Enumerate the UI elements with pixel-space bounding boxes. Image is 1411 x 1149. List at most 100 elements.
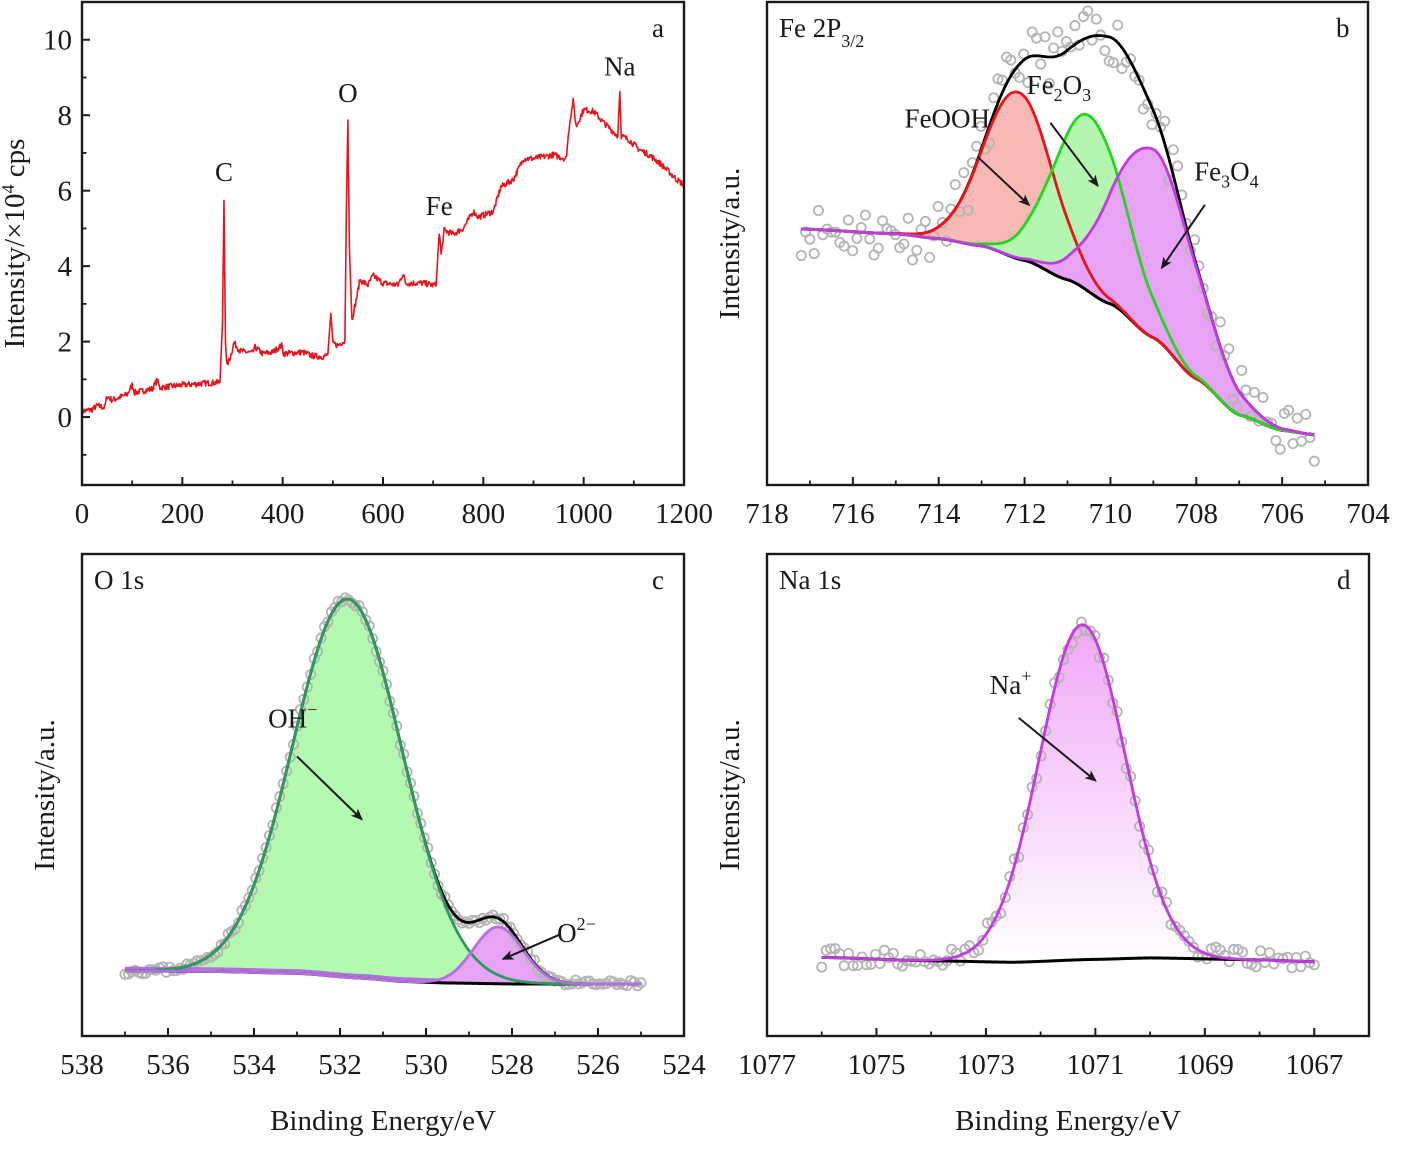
panel-c-plot-area: [119, 592, 647, 992]
panel-b-letter: b: [1336, 13, 1350, 43]
panel-d-axes: 1077 1075 1073 1071 1069 1067: [738, 1028, 1343, 1081]
panel-b-plot-area: [795, 5, 1320, 467]
data-point: [1248, 386, 1260, 398]
data-point: [919, 215, 931, 227]
component-label-sub2: 3: [1082, 85, 1091, 105]
data-point: [1231, 401, 1243, 413]
data-point: [1075, 616, 1087, 628]
data-point: [1043, 78, 1055, 90]
y-tick-label: 2: [58, 327, 73, 359]
panel-b-title-sub: 3/2: [841, 31, 864, 51]
peak-label-c: C: [215, 157, 233, 187]
x-tick-label: 800: [462, 498, 506, 530]
panel-c-axes: 538 536 534 532 530 528 526 524: [60, 1028, 706, 1081]
annotation-arrow-0: [976, 155, 1031, 207]
component-label-1: Fe2O3: [1027, 70, 1092, 105]
x-tick-label: 708: [1175, 498, 1219, 530]
data-point: [1069, 20, 1081, 32]
peak-label-o: O: [338, 78, 358, 108]
data-point: [906, 254, 918, 266]
data-point: [847, 960, 859, 972]
data-point: [859, 209, 871, 221]
x-tick-label: 538: [60, 1049, 104, 1081]
data-point: [958, 167, 970, 179]
data-point: [1167, 144, 1179, 156]
x-tick-label: 528: [490, 1049, 534, 1081]
data-point: [838, 240, 850, 252]
data-point: [825, 943, 837, 955]
data-point: [353, 599, 365, 611]
data-point: [1159, 115, 1171, 127]
panel-d-na1s: 1077 1075 1073 1071 1069 1067 d Na 1s Intensi…: [714, 552, 1371, 1137]
panel-b-axes: 718 716 714 712 710 708 706 704: [745, 477, 1390, 530]
data-point: [1090, 13, 1102, 25]
panel-d-letter: d: [1337, 565, 1351, 595]
component-line-0: [821, 623, 1315, 964]
data-point: [804, 233, 816, 245]
panel-c-y-axis-title: Intensity/a.u.: [29, 719, 61, 870]
data-point: [202, 951, 214, 963]
x-tick-label: 532: [318, 1049, 362, 1081]
panel-b-fe2p: 718 716 714 712 710 708 706 704 b Fe 2P3/2 Inte…: [714, 0, 1390, 530]
data-point: [1237, 946, 1249, 958]
data-point: [1291, 412, 1303, 424]
data-point: [808, 248, 820, 260]
x-tick-label: 1200: [655, 498, 713, 530]
data-point: [847, 245, 859, 257]
data-point: [936, 217, 948, 229]
component-label-main: FeOOH: [905, 104, 991, 134]
x-tick-label: 0: [75, 498, 90, 530]
component-label-sup: −: [307, 700, 317, 720]
component-line-2: [801, 146, 1315, 437]
y-tick-label: 4: [58, 251, 73, 283]
survey-spectrum-line: [81, 90, 685, 415]
data-point: [1286, 962, 1298, 974]
panel-c-x-axis-title: Binding Energy/eV: [270, 1105, 496, 1137]
data-point: [949, 179, 961, 191]
component-label-0: FeOOH: [905, 104, 991, 134]
data-point: [1082, 5, 1094, 17]
x-tick-label: 200: [161, 498, 205, 530]
panel-c-title: O 1s: [94, 565, 144, 595]
data-point: [1214, 316, 1226, 328]
component-label-sub2: 4: [1250, 172, 1259, 192]
panel-d-frame: [765, 552, 1371, 1038]
panel-a-plot-area: [81, 90, 685, 415]
data-point: [932, 200, 944, 212]
data-point: [988, 92, 1000, 104]
data-point: [1270, 434, 1282, 446]
component-label-sup: +: [1021, 666, 1031, 686]
component-label-sub: 3: [1221, 172, 1230, 192]
data-point: [795, 250, 807, 262]
data-point: [1099, 45, 1111, 57]
x-tick-label: 706: [1260, 498, 1304, 530]
panel-a-y-axis-title: Intensity/×104 cps: [0, 139, 31, 349]
x-tick-label: 1071: [1066, 1049, 1124, 1081]
data-point: [911, 244, 923, 256]
component-label-main: OH: [268, 704, 307, 734]
data-point: [962, 204, 974, 216]
panel-d-y-axis-title: Intensity/a.u.: [714, 719, 746, 870]
data-point: [463, 917, 475, 929]
y-tick-label: 0: [58, 402, 73, 434]
x-tick-label: 526: [576, 1049, 620, 1081]
panel-a-survey: 0 200 400 600 800 1000 1200 0 2 4 6 8 10 a Intensity…: [0, 0, 713, 530]
panel-b-y-axis-title: Intensity/a.u.: [714, 168, 746, 319]
data-point: [816, 961, 828, 973]
component-label-sup: 2−: [577, 914, 596, 934]
x-tick-label: 534: [232, 1049, 276, 1081]
y-tick-label: 10: [43, 25, 72, 57]
data-point: [322, 616, 334, 628]
panel-b-title: Fe 2P3/2: [779, 13, 864, 51]
data-point: [515, 939, 527, 951]
component-label-sub: 2: [1054, 85, 1063, 105]
peak-label-fe: Fe: [426, 191, 453, 221]
data-point: [360, 614, 372, 626]
x-tick-label: 1067: [1285, 1049, 1343, 1081]
y-tick-label: 6: [58, 176, 73, 208]
data-point: [864, 233, 876, 245]
data-point: [1172, 160, 1184, 172]
annotation-arrow-1: [1049, 122, 1099, 188]
panel-c-letter: c: [652, 565, 664, 595]
